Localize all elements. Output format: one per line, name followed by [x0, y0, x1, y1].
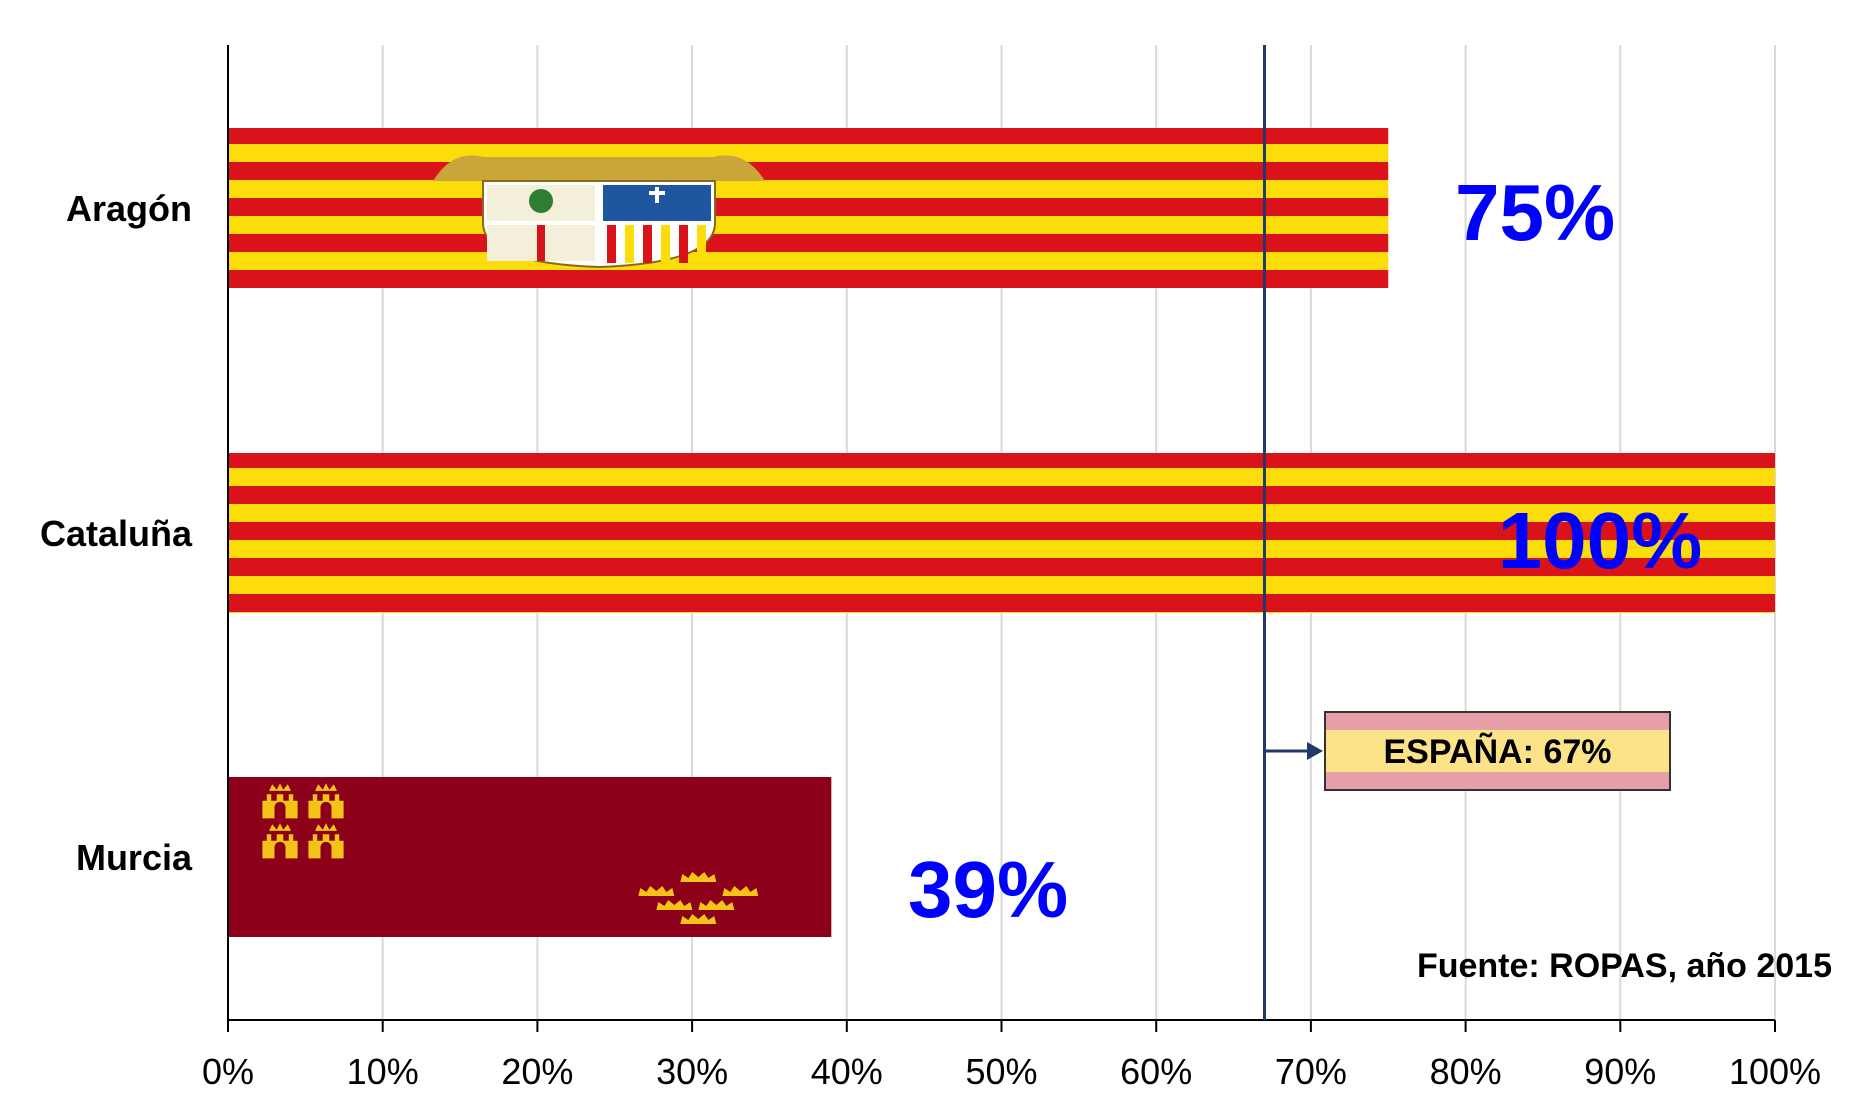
category-label: Murcia — [76, 837, 193, 878]
bar — [228, 128, 1389, 288]
arrow-head-icon — [1307, 742, 1323, 760]
x-tick-label: 60% — [1120, 1051, 1192, 1092]
reference-label-box: ESPAÑA: 67% — [1324, 711, 1671, 791]
castle-crown — [269, 823, 291, 831]
value-label: 100% — [1498, 496, 1703, 585]
box-center — [1326, 730, 1669, 772]
x-tick-label: 50% — [965, 1051, 1037, 1092]
crown-shape — [638, 886, 675, 896]
stripe-quarter — [607, 225, 616, 263]
crown-shape — [680, 914, 717, 924]
castle-crown — [315, 823, 337, 831]
x-tick-label: 70% — [1275, 1051, 1347, 1092]
stripe-quarter — [661, 225, 670, 263]
crown-icon — [656, 900, 693, 910]
saint-george-cross — [537, 225, 545, 261]
value-label: 75% — [1455, 168, 1615, 257]
stripe-quarter — [679, 225, 688, 263]
x-tick-label: 10% — [347, 1051, 419, 1092]
crown-shape — [433, 155, 765, 181]
castle-crown — [269, 783, 291, 791]
crown-icon — [698, 900, 735, 910]
x-tick-label: 20% — [501, 1051, 573, 1092]
crown-shape — [698, 900, 735, 910]
category-label: Aragón — [66, 188, 192, 229]
x-tick-label: 0% — [202, 1051, 254, 1092]
x-tick-label: 40% — [811, 1051, 883, 1092]
stripe-quarter — [643, 225, 652, 263]
bar — [228, 777, 832, 937]
x-tick-label: 30% — [656, 1051, 728, 1092]
tree-icon — [529, 189, 553, 213]
bar-aragon-flag — [228, 128, 1389, 288]
stripe-quarter — [625, 225, 634, 263]
source-note: Fuente: ROPAS, año 2015 — [1417, 947, 1832, 985]
coat-of-arms-icon — [433, 155, 765, 269]
cross-icon — [649, 187, 665, 203]
crown-shape — [656, 900, 693, 910]
crown-icon — [680, 872, 717, 882]
x-tick-label: 90% — [1584, 1051, 1656, 1092]
stripe-quarter — [697, 225, 706, 263]
crown-shape — [680, 872, 717, 882]
crown-icon — [722, 886, 759, 896]
category-label: Cataluña — [40, 513, 193, 554]
crown-icon — [680, 914, 717, 924]
castle-crown — [315, 783, 337, 791]
x-tick-label: 100% — [1729, 1051, 1821, 1092]
reference-label: ESPAÑA: 67% — [1384, 733, 1612, 771]
bar-catalonia-flag — [228, 453, 1775, 613]
x-tick-label: 80% — [1430, 1051, 1502, 1092]
crown-shape — [722, 886, 759, 896]
value-label: 39% — [908, 845, 1068, 934]
crown-icon — [638, 886, 675, 896]
bar — [228, 453, 1775, 613]
bar-murcia-flag — [228, 777, 832, 937]
